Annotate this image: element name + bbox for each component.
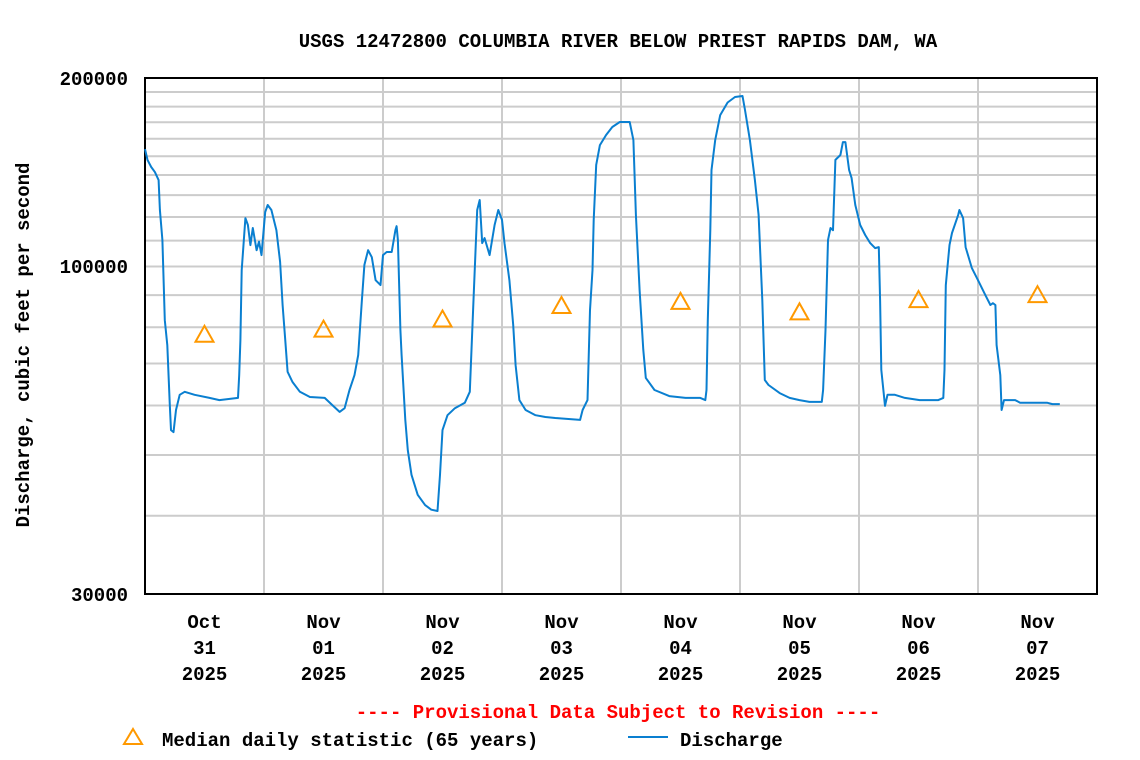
median-marker bbox=[907, 289, 930, 309]
x-tick-label: 02 bbox=[431, 638, 454, 660]
y-tick-label-100000: 100000 bbox=[60, 257, 128, 279]
x-tick-label: 2025 bbox=[777, 664, 823, 686]
x-tick-label: 2025 bbox=[420, 664, 466, 686]
x-tick-label: Nov bbox=[306, 612, 341, 634]
median-marker bbox=[550, 294, 573, 314]
x-tick-label: 2025 bbox=[658, 664, 704, 686]
x-tick-label: 2025 bbox=[539, 664, 585, 686]
x-tick-label: 2025 bbox=[182, 664, 228, 686]
x-tick-label: Nov bbox=[782, 612, 817, 634]
discharge-line bbox=[144, 95, 1060, 512]
x-tick-label: 31 bbox=[193, 638, 216, 660]
median-marker bbox=[193, 323, 216, 343]
median-marker bbox=[1026, 284, 1049, 304]
median-marker bbox=[312, 318, 335, 338]
series-layer bbox=[144, 95, 1060, 512]
x-tick-label: 2025 bbox=[1015, 664, 1061, 686]
gridlines bbox=[145, 78, 1097, 594]
plot-frame bbox=[144, 77, 1098, 595]
y-axis-label: Discharge, cubic feet per second bbox=[13, 163, 35, 528]
x-tick-label: 05 bbox=[788, 638, 811, 660]
y-tick-label-30000: 30000 bbox=[71, 585, 128, 607]
x-tick-label: 03 bbox=[550, 638, 573, 660]
x-tick-label: Nov bbox=[901, 612, 936, 634]
x-tick-label: Oct bbox=[187, 612, 221, 634]
chart-title: USGS 12472800 COLUMBIA RIVER BELOW PRIES… bbox=[299, 31, 938, 53]
x-tick-label: Nov bbox=[544, 612, 579, 634]
x-tick-label: Nov bbox=[425, 612, 460, 634]
x-tick-label: 04 bbox=[669, 638, 692, 660]
provisional-data-notice: ---- Provisional Data Subject to Revisio… bbox=[356, 702, 881, 724]
x-tick-labels: Oct 31 2025 Nov 01 2025 Nov 02 2025 Nov 03 2025 Nov 0… bbox=[182, 612, 1061, 686]
x-tick-label: 2025 bbox=[301, 664, 347, 686]
median-marker bbox=[431, 308, 454, 328]
legend-label-discharge: Discharge bbox=[680, 730, 783, 752]
x-tick-label: 07 bbox=[1026, 638, 1049, 660]
median-marker bbox=[669, 290, 692, 310]
legend: Median daily statistic (65 years) Discha… bbox=[122, 727, 783, 752]
x-tick-label: 2025 bbox=[896, 664, 942, 686]
x-tick-label: 01 bbox=[312, 638, 335, 660]
y-tick-label-200000: 200000 bbox=[60, 69, 128, 91]
x-tick-label: Nov bbox=[1020, 612, 1055, 634]
legend-triangle-icon bbox=[122, 727, 144, 745]
legend-label-median: Median daily statistic (65 years) bbox=[162, 730, 538, 752]
median-marker bbox=[788, 301, 811, 321]
x-tick-label: 06 bbox=[907, 638, 930, 660]
x-tick-label: Nov bbox=[663, 612, 698, 634]
